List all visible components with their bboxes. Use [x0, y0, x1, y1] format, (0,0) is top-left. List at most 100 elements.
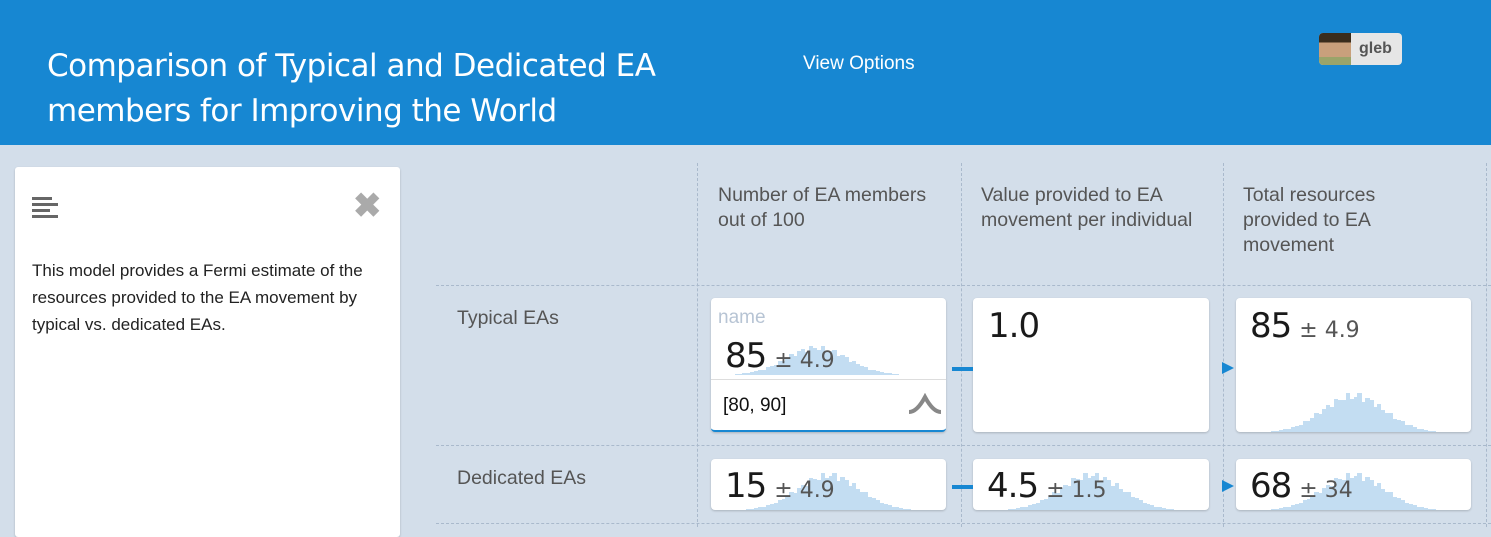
histogram-bar [797, 487, 802, 510]
histogram-bar [805, 486, 810, 510]
metric-cell[interactable]: 4.5 ± 1.5 [973, 459, 1209, 510]
connector-line [952, 367, 973, 371]
metric-cell[interactable]: 1.0 [973, 298, 1209, 432]
histogram-bar [789, 354, 794, 375]
histogram-bar [1138, 499, 1143, 510]
histogram-bar [1283, 428, 1288, 432]
histogram-bar [883, 503, 888, 510]
histogram-bar [875, 370, 880, 375]
cell-value: 15 [725, 466, 767, 506]
distribution-toggle-icon[interactable] [907, 393, 943, 415]
histogram-bar [793, 356, 798, 375]
histogram-bar [840, 477, 845, 510]
row-label: Dedicated EAs [457, 467, 586, 489]
histogram-bar [816, 350, 822, 375]
histogram-bar [765, 366, 771, 375]
histogram-bar [1294, 425, 1300, 432]
histogram-bar [1271, 430, 1276, 432]
histogram-bar [879, 503, 884, 510]
histogram-bar [801, 349, 806, 375]
histogram-bar [820, 472, 826, 510]
histogram-bar [777, 499, 782, 510]
value-input[interactable]: [80, 90] [723, 395, 787, 416]
divider [1223, 163, 1224, 527]
histogram-bar [879, 372, 884, 375]
histogram-bar [1310, 417, 1315, 432]
cell-value: 85 [725, 336, 767, 376]
metric-cell-editing[interactable]: name 85 ± 4.9 [80, 90] [711, 298, 946, 432]
histogram-bar [855, 489, 861, 510]
histogram-bar [1310, 496, 1315, 510]
username: gleb [1359, 40, 1392, 57]
histogram-bar [883, 372, 888, 375]
name-input[interactable]: name [718, 307, 766, 328]
histogram-bar [1392, 418, 1398, 432]
cell-uncertainty: ± 1.5 [1046, 478, 1107, 503]
histogram-bar [812, 479, 818, 510]
histogram-bar [1330, 486, 1335, 510]
histogram-bar [746, 508, 751, 510]
histogram-bar [848, 486, 853, 510]
histogram-bar [1110, 486, 1116, 510]
avatar [1319, 33, 1351, 65]
histogram-bar [808, 346, 814, 375]
histogram-bar [769, 503, 775, 510]
model-description: This model provides a Fermi estimate of … [32, 261, 363, 334]
histogram-bar [758, 369, 763, 375]
histogram-bar [859, 492, 865, 510]
histogram-bar [742, 373, 747, 375]
close-icon[interactable]: ✖ [353, 187, 382, 225]
histogram-bar [1424, 429, 1429, 432]
histogram-bar [1431, 430, 1437, 432]
histogram-bar [1024, 506, 1029, 510]
histogram-bar [1032, 503, 1037, 510]
histogram-bar [895, 374, 900, 375]
histogram-bar [1271, 508, 1276, 510]
menu-icon[interactable] [32, 197, 58, 221]
page-title: Comparison of Typical and Dedicated EA m… [47, 48, 656, 129]
metric-cell[interactable]: 15 ± 4.9 [711, 459, 946, 510]
histogram-bar [871, 498, 876, 510]
histogram-bar [1345, 392, 1351, 432]
histogram-bar [1424, 508, 1429, 510]
histogram-bar [1416, 428, 1421, 432]
histogram-bar [1071, 478, 1076, 510]
user-menu[interactable]: gleb [1319, 33, 1402, 65]
histogram-bar [1427, 508, 1433, 510]
histogram-bar [1063, 484, 1068, 510]
histogram-bar [824, 478, 829, 510]
histogram-bar [1290, 504, 1296, 510]
histogram [1236, 392, 1471, 432]
histogram-bar [1361, 401, 1366, 432]
histogram-bar [1326, 405, 1331, 432]
metric-cell[interactable]: 68 ± 34 [1236, 459, 1471, 510]
histogram-bar [1380, 489, 1386, 510]
histogram-bar [1012, 508, 1017, 510]
histogram-bar [1404, 503, 1409, 510]
histogram-bar [1357, 393, 1362, 432]
histogram-bar [836, 481, 841, 510]
histogram-bar [1098, 481, 1104, 510]
histogram-bar [1008, 508, 1013, 510]
histogram-bar [1384, 413, 1390, 432]
histogram-bar [902, 508, 908, 510]
histogram-bar [828, 350, 833, 375]
connector-line [952, 485, 973, 489]
histogram-bar [1365, 397, 1370, 432]
histogram-bar [832, 473, 837, 510]
histogram-bar [871, 370, 876, 375]
histogram-bar [781, 360, 786, 375]
histogram-bar [887, 373, 892, 375]
histogram-bar [816, 479, 822, 510]
histogram-bar [746, 372, 751, 375]
sidebar-panel: ✖ This model provides a Fermi estimate o… [15, 167, 400, 537]
view-options-button[interactable]: View Options [803, 53, 915, 74]
metric-cell[interactable]: 85 ± 4.9 [1236, 298, 1471, 432]
histogram-bar [1306, 420, 1311, 432]
histogram-bar [1047, 496, 1053, 510]
histogram-bar [754, 371, 759, 375]
histogram-bar [1400, 421, 1405, 432]
histogram-bar [1431, 508, 1437, 510]
histogram-bar [777, 360, 782, 375]
histogram-bar [1341, 479, 1347, 510]
